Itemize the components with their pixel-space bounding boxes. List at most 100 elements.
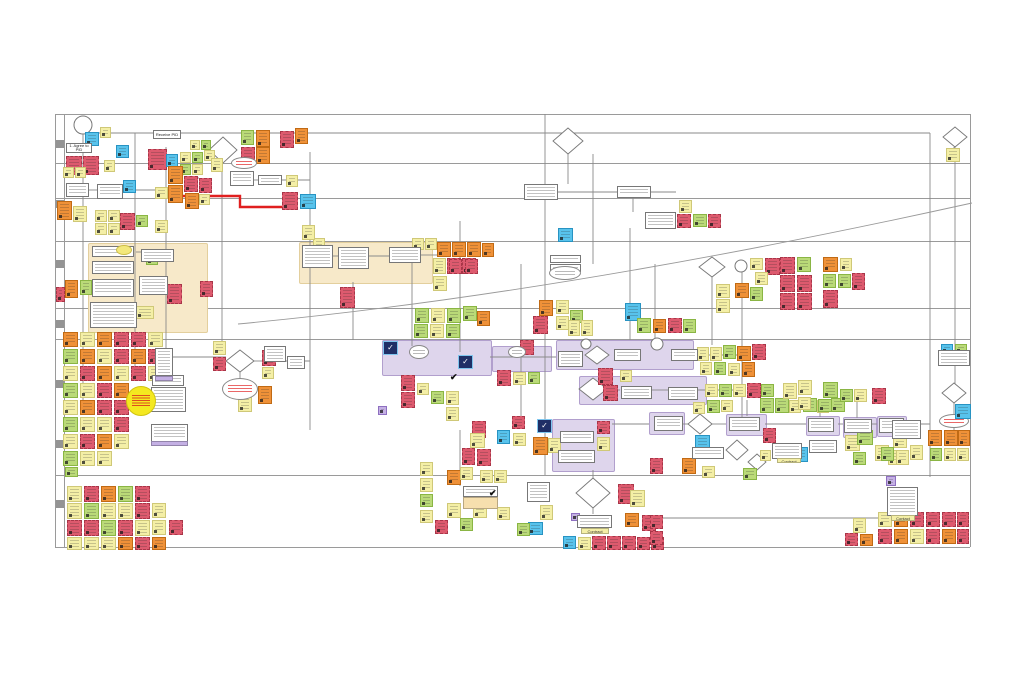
sticky-note[interactable] (926, 512, 940, 527)
sticky-note[interactable] (818, 399, 832, 412)
sticky-note[interactable] (896, 450, 909, 465)
sticky-note[interactable] (135, 486, 150, 502)
sticky-note[interactable] (957, 512, 969, 527)
sticky-note[interactable] (446, 391, 459, 405)
sticky-note[interactable] (622, 536, 636, 550)
sticky-note[interactable] (136, 215, 148, 227)
process-box[interactable] (558, 351, 583, 367)
sticky-note[interactable] (760, 398, 774, 413)
sticky-note[interactable] (840, 389, 853, 402)
sticky-note[interactable] (340, 287, 355, 308)
sticky-note[interactable] (760, 450, 771, 461)
sticky-note[interactable] (607, 536, 621, 550)
sticky-note[interactable] (63, 167, 74, 178)
sticky-note[interactable] (958, 430, 970, 446)
sticky-note[interactable] (682, 458, 696, 474)
sticky-note[interactable] (650, 531, 663, 545)
connector-node[interactable] (734, 259, 748, 273)
process-box[interactable] (389, 247, 421, 263)
sticky-note[interactable] (104, 160, 115, 172)
sticky-note[interactable] (860, 534, 873, 546)
sticky-note[interactable] (131, 366, 146, 381)
sticky-note[interactable] (56, 287, 65, 302)
sticky-note[interactable] (84, 537, 99, 550)
sticky-note[interactable] (742, 362, 755, 377)
sticky-note[interactable] (853, 452, 866, 465)
sticky-note[interactable] (420, 462, 433, 476)
sticky-note[interactable] (200, 281, 213, 297)
sticky-note[interactable] (881, 447, 894, 461)
sticky-note[interactable] (957, 448, 969, 461)
process-box[interactable] (155, 348, 173, 378)
sticky-note[interactable] (190, 140, 200, 150)
sticky-note[interactable] (743, 468, 757, 480)
sticky-note[interactable] (558, 228, 573, 242)
sticky-note[interactable] (597, 437, 610, 451)
sticky-note[interactable] (97, 434, 112, 449)
sticky-note[interactable] (752, 344, 766, 360)
sticky-note[interactable] (702, 466, 715, 478)
sticky-note[interactable] (548, 438, 561, 453)
sticky-note[interactable] (63, 383, 78, 398)
process-box[interactable] (808, 418, 834, 432)
sticky-note[interactable] (114, 417, 129, 432)
sticky-note[interactable] (118, 520, 133, 536)
sticky-note[interactable] (750, 287, 763, 301)
sticky-note[interactable] (180, 152, 191, 163)
sticky-note[interactable] (775, 398, 789, 413)
sticky-note[interactable] (168, 185, 183, 203)
sticky-note[interactable] (838, 274, 851, 288)
sticky-note[interactable] (108, 223, 120, 235)
process-box[interactable] (560, 431, 594, 443)
sticky-note[interactable] (80, 383, 95, 398)
sticky-note[interactable] (84, 503, 99, 519)
sticky-note[interactable] (63, 417, 78, 432)
check-mark-icon[interactable]: ✔ (489, 488, 497, 498)
process-box[interactable] (550, 255, 581, 263)
sticky-note[interactable] (184, 176, 198, 192)
sticky-note[interactable] (401, 375, 415, 391)
sticky-note[interactable] (204, 150, 215, 161)
process-box[interactable] (729, 417, 760, 431)
sticky-note[interactable] (637, 318, 651, 333)
sticky-note[interactable] (199, 194, 210, 205)
process-box[interactable] (621, 386, 652, 399)
process-box[interactable] (90, 302, 137, 328)
sticky-note[interactable] (449, 259, 462, 274)
sticky-note[interactable] (650, 515, 663, 529)
sticky-note[interactable] (67, 520, 82, 536)
sticky-note[interactable] (192, 152, 203, 163)
sticky-note[interactable] (75, 167, 86, 178)
process-box[interactable] (892, 420, 921, 439)
sticky-note[interactable] (114, 434, 129, 449)
sticky-note[interactable] (152, 520, 166, 535)
decision-diamond[interactable] (208, 136, 238, 164)
sticky-note[interactable] (148, 149, 167, 170)
approval-check-icon[interactable]: ✓ (458, 355, 473, 369)
sticky-note[interactable] (854, 389, 867, 402)
sticky-note[interactable] (63, 434, 78, 449)
sticky-note[interactable] (101, 486, 116, 502)
sticky-note[interactable] (926, 529, 940, 544)
process-box[interactable] (258, 175, 282, 185)
sticky-note[interactable] (845, 533, 858, 546)
sticky-note[interactable] (852, 273, 865, 290)
sticky-note[interactable] (750, 258, 763, 270)
sticky-note[interactable] (910, 445, 923, 460)
sticky-note[interactable] (63, 400, 78, 415)
process-box[interactable] (264, 346, 286, 362)
sticky-note[interactable] (420, 478, 433, 492)
sticky-note[interactable] (420, 510, 433, 523)
sticky-note[interactable] (598, 368, 613, 385)
sticky-note[interactable] (67, 503, 82, 519)
sticky-note[interactable] (462, 448, 475, 465)
process-box[interactable] (645, 212, 676, 229)
sticky-note[interactable] (797, 275, 812, 292)
sticky-note[interactable] (463, 306, 477, 321)
sticky-note[interactable] (480, 470, 493, 483)
sticky-note[interactable] (447, 470, 461, 485)
process-box[interactable] (772, 443, 802, 459)
decision-diamond[interactable] (687, 413, 713, 435)
sticky-note[interactable] (101, 520, 116, 536)
sticky-note[interactable] (80, 366, 95, 381)
